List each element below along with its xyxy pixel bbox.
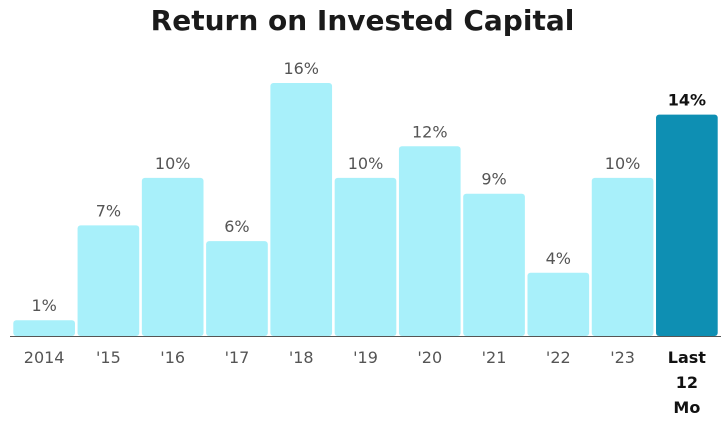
- bar-7: [463, 193, 525, 336]
- x-tick-label-8: '22: [546, 348, 571, 367]
- x-tick-label-9: '23: [610, 348, 635, 367]
- value-label-4: 16%: [283, 59, 319, 78]
- bar-1: [77, 225, 140, 336]
- value-label-9: 10%: [605, 154, 641, 173]
- x-tick-label-7: '21: [482, 348, 507, 367]
- value-label-0: 1%: [31, 296, 56, 315]
- bar-5: [334, 177, 397, 336]
- x-tick-label-1: '15: [96, 348, 121, 367]
- value-label-8: 4%: [546, 249, 571, 268]
- bar-9: [591, 177, 654, 336]
- value-label-1: 7%: [96, 201, 121, 220]
- bar-0: [13, 320, 75, 336]
- value-label-3: 6%: [224, 217, 249, 236]
- bar-3: [206, 241, 268, 336]
- bar-6: [398, 146, 461, 336]
- x-tick-label-0: 2014: [24, 348, 65, 367]
- x-tick-label-3: '17: [225, 348, 250, 367]
- chart-title: Return on Invested Capital: [150, 4, 575, 37]
- bar-10: [656, 114, 718, 336]
- value-label-6: 12%: [412, 122, 448, 141]
- value-label-10: 14%: [668, 91, 706, 110]
- value-label-7: 9%: [481, 170, 506, 189]
- x-tick-labels-group: 2014 '15 '16 '17 '18 '19 '20 '21 '22 '23 Last 12 Mo: [24, 348, 707, 417]
- x-tick-label-10: Last 12 Mo: [668, 348, 707, 417]
- x-tick-label-4: '18: [289, 348, 314, 367]
- bar-2: [141, 177, 204, 336]
- x-tick-label-6: '20: [417, 348, 442, 367]
- value-label-5: 10%: [348, 154, 384, 173]
- value-label-2: 10%: [155, 154, 191, 173]
- bars-group: [13, 83, 718, 336]
- x-tick-label-5: '19: [353, 348, 378, 367]
- x-tick-label-2: '16: [160, 348, 185, 367]
- bar-4: [270, 83, 333, 336]
- value-labels-group: 1% 7% 10% 6% 16% 10% 12% 9% 4% 10% 14%: [31, 59, 706, 315]
- bar-8: [527, 272, 590, 336]
